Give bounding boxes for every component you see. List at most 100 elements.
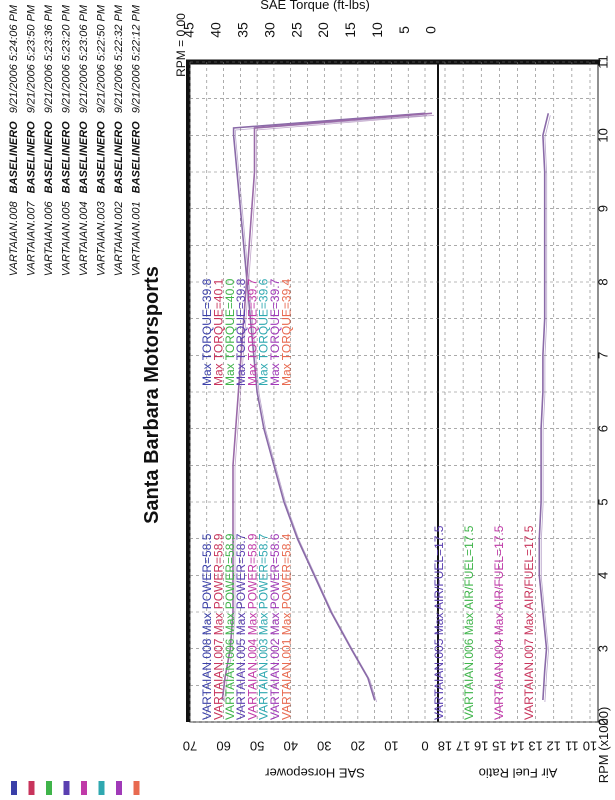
chart-title: Santa Barbara Motorsports xyxy=(141,266,163,524)
afr-tick-label: 12 xyxy=(547,739,561,754)
max-torque-label: Max TORQUE=39.8 xyxy=(234,278,248,386)
hp-tick-label: 50 xyxy=(250,739,264,754)
run-legend-name: BASELINERO xyxy=(8,121,20,194)
afr-tick-label: 10 xyxy=(583,739,597,754)
run-legend-timestamp: 9/21/2006 5:22:50 PM xyxy=(95,4,107,113)
run-legend-swatch xyxy=(63,781,70,795)
afr-tick-label: 14 xyxy=(510,739,524,754)
run-legend-timestamp: 9/21/2006 5:22:32 PM xyxy=(113,4,125,113)
run-legend-id: VARTAIAN.005 xyxy=(60,201,72,277)
afr-axis-label: Air Fuel Ratio xyxy=(479,766,558,781)
top-tick-label: 10 xyxy=(369,22,385,38)
top-tick-label: 35 xyxy=(234,22,250,38)
run-legend-swatch xyxy=(98,781,105,795)
run-legend-id: VARTAIAN.007 xyxy=(25,201,37,277)
run-legend-swatch xyxy=(28,781,35,795)
top-tick-label: 25 xyxy=(288,22,304,38)
run-legend-timestamp: 9/21/2006 5:22:12 PM xyxy=(130,4,142,113)
hp-tick-label: 20 xyxy=(351,739,365,754)
run-legend-timestamp: 9/21/2006 5:23:36 PM xyxy=(43,4,55,113)
max-afr-label: VARTAIAN.004 Max AIR/FUEL=17.5 xyxy=(492,525,506,720)
max-torque-label: Max TORQUE=40.1 xyxy=(211,278,225,386)
run-legend-name: BASELINERO xyxy=(25,121,37,194)
run-legend-entry: VARTAIAN.001 BASELINERO 9/21/2006 5:22:12 … xyxy=(130,4,142,276)
max-torque-label: Max TORQUE=39.7 xyxy=(245,278,259,386)
run-legend-entry: VARTAIAN.003 BASELINERO 9/21/2006 5:22:50 … xyxy=(95,4,107,276)
max-afr-label: VARTAIAN.005 Max AIR/FUEL=17.5 xyxy=(432,525,446,720)
x-tick-label: 8 xyxy=(595,278,610,285)
run-legend-entry: VARTAIAN.007 BASELINERO 9/21/2006 5:23:50 … xyxy=(25,4,37,276)
run-legend-timestamp: 9/21/2006 5:23:50 PM xyxy=(25,4,37,113)
hp-tick-label: 10 xyxy=(384,739,398,754)
max-power-label: VARTAIAN.001 Max POWER=58.4 xyxy=(279,533,293,720)
top-tick-label: 5 xyxy=(396,26,412,34)
x-tick-label: 2 xyxy=(595,718,610,725)
run-legend-swatch xyxy=(133,781,140,795)
max-torque-label: Max TORQUE=39.4 xyxy=(279,278,293,386)
afr-tick-label: 17 xyxy=(456,739,470,754)
max-torque-label: Max TORQUE=39.6 xyxy=(257,278,271,386)
run-legend-entry: VARTAIAN.008 BASELINERO 9/21/2006 5:24:06 … xyxy=(8,4,20,276)
x-tick-label: 6 xyxy=(595,425,610,432)
max-torque-label: Max TORQUE=39.7 xyxy=(268,278,282,386)
run-legend-swatch xyxy=(11,781,17,795)
run-legend-entry: VARTAIAN.002 BASELINERO 9/21/2006 5:22:32 … xyxy=(113,4,125,276)
series-line-afr xyxy=(538,113,550,701)
hp-tick-label: 30 xyxy=(317,739,331,754)
x-tick-label: 7 xyxy=(595,352,610,359)
run-legend-timestamp: 9/21/2006 5:23:06 PM xyxy=(78,4,90,113)
run-legend-id: VARTAIAN.008 xyxy=(8,201,20,277)
top-tick-label: 0 xyxy=(423,26,439,34)
max-power-label: VARTAIAN.002 Max POWER=58.6 xyxy=(268,533,282,720)
series-line-torque xyxy=(221,112,433,701)
hp-tick-label: 70 xyxy=(183,739,197,754)
hp-tick-label: 60 xyxy=(216,739,230,754)
top-tick-label: 15 xyxy=(342,22,358,38)
top-tick-label: 20 xyxy=(315,22,331,38)
x-tick-label: 4 xyxy=(595,572,610,579)
run-legend-timestamp: 9/21/2006 5:24:06 PM xyxy=(8,4,20,113)
run-legend-name: BASELINERO xyxy=(113,121,125,194)
run-legend-swatch xyxy=(46,781,52,795)
run-legend-name: BASELINERO xyxy=(43,121,55,194)
max-power-label: VARTAIAN.007 Max POWER=58.9 xyxy=(211,533,225,720)
max-power-label: VARTAIAN.008 Max POWER=58.5 xyxy=(200,533,214,720)
run-legend-id: VARTAIAN.004 xyxy=(78,201,90,276)
series-line-horsepower xyxy=(232,112,426,701)
run-legend-id: VARTAIAN.001 xyxy=(130,201,142,276)
rpm-marker-label: RPM = 0.00 xyxy=(174,13,188,77)
max-power-label: VARTAIAN.006 Max POWER=58.9 xyxy=(223,533,237,720)
max-power-label: VARTAIAN.004 Max POWER=58.9 xyxy=(245,533,259,720)
run-legend-name: BASELINERO xyxy=(95,121,107,194)
run-legend-entry: VARTAIAN.005 BASELINERO 9/21/2006 5:23:20 … xyxy=(60,4,72,276)
series-line-torque-overlay xyxy=(223,114,435,703)
max-afr-label: VARTAIAN.006 Max AIR/FUEL=17.5 xyxy=(462,525,476,720)
run-legend-id: VARTAIAN.006 xyxy=(43,201,55,277)
series-line-horsepower-overlay xyxy=(235,114,428,703)
x-tick-label: 9 xyxy=(595,205,610,212)
run-legend-name: BASELINERO xyxy=(78,121,90,194)
max-power-label: VARTAIAN.005 Max POWER=58.7 xyxy=(234,533,248,720)
x-tick-label: 11 xyxy=(595,55,610,69)
afr-tick-label: 16 xyxy=(474,739,488,754)
max-afr-label: VARTAIAN.007 Max AIR/FUEL=17.5 xyxy=(522,525,536,720)
hp-tick-label: 0 xyxy=(421,739,428,754)
afr-tick-label: 15 xyxy=(492,739,506,754)
x-tick-label: 5 xyxy=(595,498,610,505)
run-legend-name: BASELINERO xyxy=(60,121,72,194)
x-tick-label: 3 xyxy=(595,645,610,652)
x-axis-label: RPM (x1000) xyxy=(596,707,611,784)
afr-tick-label: 13 xyxy=(528,739,542,754)
hp-tick-label: 40 xyxy=(283,739,297,754)
top-tick-label: 30 xyxy=(261,22,277,38)
run-legend-timestamp: 9/21/2006 5:23:20 PM xyxy=(60,4,72,113)
top-tick-label: 40 xyxy=(208,22,224,38)
run-legend-name: BASELINERO xyxy=(130,121,142,194)
run-legend-entry: VARTAIAN.006 BASELINERO 9/21/2006 5:23:36 … xyxy=(43,4,55,276)
run-legend-entry: VARTAIAN.004 BASELINERO 9/21/2006 5:23:06 … xyxy=(78,4,90,276)
afr-tick-label: 18 xyxy=(438,739,452,754)
top-axis-label: SAE Torque (ft-lbs) xyxy=(260,0,370,12)
max-torque-label: Max TORQUE=40.0 xyxy=(223,278,237,386)
